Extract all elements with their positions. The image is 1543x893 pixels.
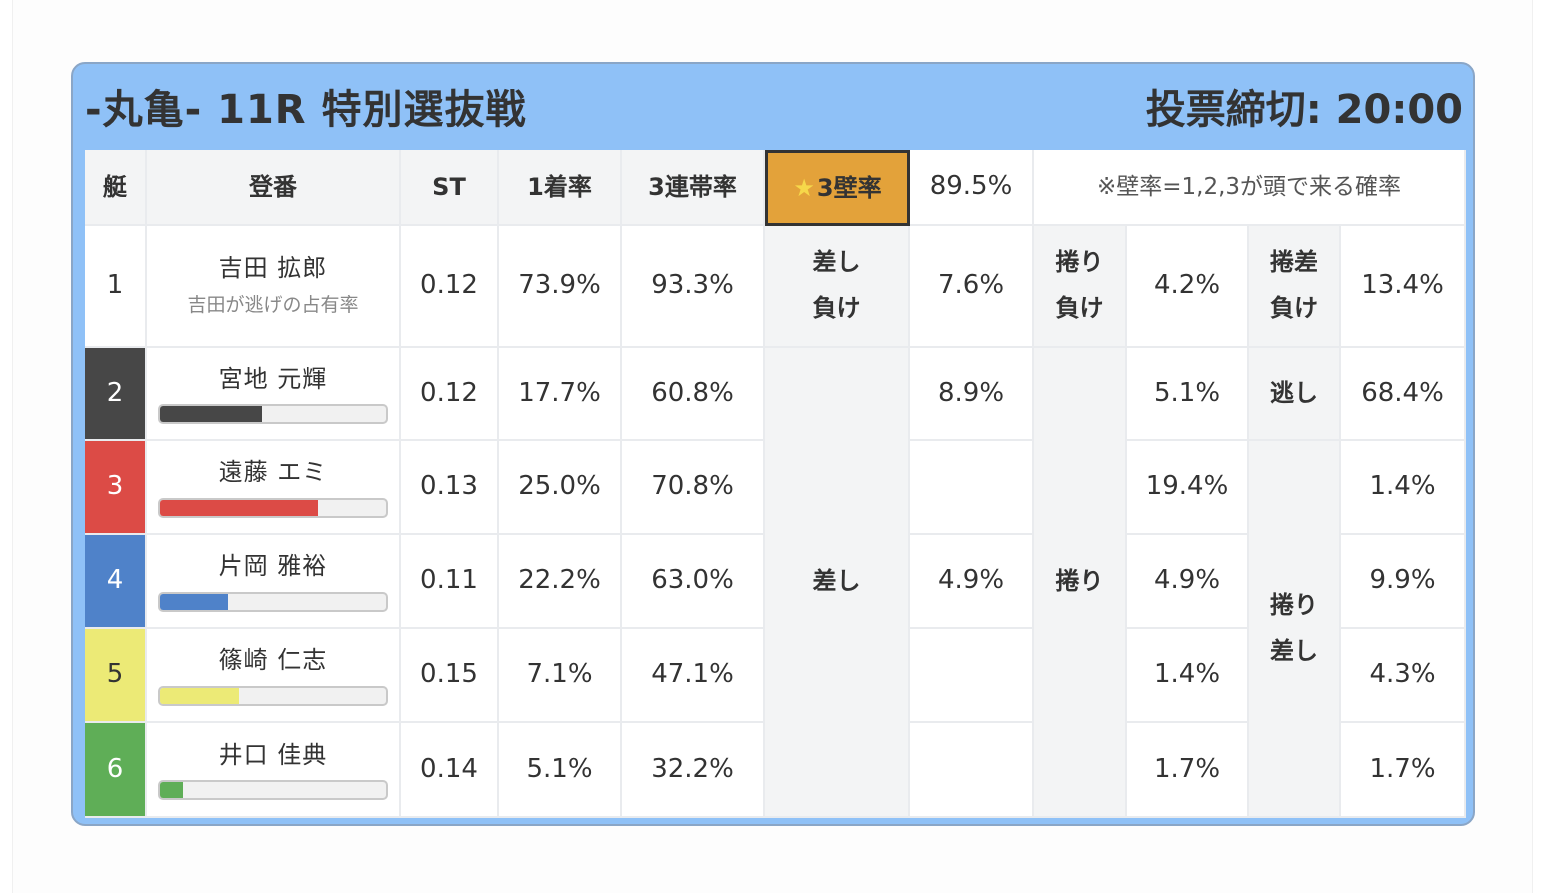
pattern-label-makuzashi: 捲り 差し: [1249, 441, 1341, 818]
first-rate-cell: 5.1%: [499, 723, 622, 818]
pattern-value-nige: 68.4%: [1341, 348, 1466, 441]
st-cell: 0.14: [401, 723, 499, 818]
pattern-label-line: 差し: [812, 248, 861, 277]
racer-name: 遠藤 エミ: [218, 458, 328, 487]
wall-rate-note: ※壁率=1,2,3が頭で来る確率: [1034, 150, 1466, 226]
rate-bar: [158, 497, 388, 518]
pattern-value-makuzashi: 1.4%: [1341, 441, 1466, 535]
pattern-label-nige: 逃し: [1249, 348, 1341, 441]
trio-rate-cell: 47.1%: [622, 629, 765, 723]
trio-rate-cell: 32.2%: [622, 723, 765, 818]
boat-number: 3: [85, 441, 147, 535]
racer-name: 井口 佳典: [218, 740, 328, 769]
first-rate-cell: 25.0%: [499, 441, 622, 535]
pattern-label-line: 捲差: [1270, 248, 1318, 277]
rate-bar: [158, 685, 388, 706]
pattern-label-line: 負け: [1270, 294, 1318, 322]
pattern-value-makuzashi: 9.9%: [1341, 535, 1466, 629]
st-cell: 0.13: [401, 441, 499, 535]
racer-name: 吉田 拡郎: [218, 254, 328, 282]
trio-rate-cell: 60.8%: [622, 348, 765, 441]
header-boat: 艇: [85, 150, 147, 226]
betting-deadline: 投票締切: 20:00: [1145, 87, 1463, 133]
pattern-value-sashi: 8.9%: [910, 348, 1034, 441]
trio-rate-cell: 63.0%: [622, 535, 765, 629]
pattern-value-makuri: 1.4%: [1127, 629, 1249, 723]
pattern-label-sashi: 差し: [765, 348, 910, 818]
trio-rate-cell: 93.3%: [622, 226, 765, 348]
st-cell: 0.11: [401, 535, 499, 629]
pattern-value-makuri: 19.4%: [1127, 441, 1249, 535]
rate-bar-fill: [160, 687, 240, 704]
pattern-value-makuri: 1.7%: [1127, 723, 1249, 818]
rate-bar-fill: [160, 593, 228, 610]
racer-cell[interactable]: 宮地 元輝: [147, 348, 401, 441]
racer-cell[interactable]: 篠崎 仁志: [147, 629, 401, 723]
race-card: -丸亀- 11R 特別選抜戦 投票締切: 20:00 艇 登番 ST 1着率 3…: [71, 62, 1475, 826]
header-racer: 登番: [147, 150, 401, 226]
wall-rate-label: 3壁率: [816, 174, 882, 202]
st-cell: 0.15: [401, 629, 499, 723]
race-table: 艇 登番 ST 1着率 3連帯率 ★ 3壁率 89.5% ※壁率=1,2,3が頭で…: [85, 150, 1466, 818]
pattern-label-line: 捲り: [1055, 248, 1104, 277]
pattern-label-makuri: 捲り: [1034, 348, 1127, 818]
pattern-label-line: 負け: [1055, 294, 1104, 322]
pattern-value-sashi: [910, 441, 1034, 535]
boat-number: 1: [85, 226, 147, 348]
pattern-value-makuzashi-make: 13.4%: [1341, 226, 1466, 348]
nige-share-caption: 吉田が逃げの占有率: [187, 293, 359, 316]
pattern-label-line: 捲り: [1270, 590, 1318, 619]
pattern-value-makuri-make: 4.2%: [1127, 226, 1249, 348]
pattern-value-sashi: [910, 629, 1034, 723]
pattern-label-line: 差し: [1270, 636, 1318, 665]
racer-name: 片岡 雅裕: [218, 552, 328, 581]
pattern-value-sashi: [910, 723, 1034, 818]
rate-bar: [158, 780, 388, 801]
boat-number: 6: [85, 723, 147, 818]
race-title: -丸亀- 11R 特別選抜戦: [85, 87, 527, 133]
wall-rate-value: 89.5%: [910, 150, 1034, 226]
pattern-label-line: 負け: [812, 294, 861, 322]
trio-rate-cell: 70.8%: [622, 441, 765, 535]
racer-cell[interactable]: 吉田 拡郎 吉田が逃げの占有率: [147, 226, 401, 348]
st-cell: 0.12: [401, 348, 499, 441]
rate-bar: [158, 591, 388, 612]
st-cell: 0.12: [401, 226, 499, 348]
racer-name: 篠崎 仁志: [218, 646, 328, 675]
first-rate-cell: 17.7%: [499, 348, 622, 441]
header-first-rate: 1着率: [499, 150, 622, 226]
wall-rate-header[interactable]: ★ 3壁率: [765, 150, 910, 226]
pattern-value-makuzashi: 4.3%: [1341, 629, 1466, 723]
star-icon: ★: [793, 174, 815, 202]
rate-bar-fill: [160, 406, 262, 423]
boat-number: 4: [85, 535, 147, 629]
first-rate-cell: 7.1%: [499, 629, 622, 723]
rate-bar: [158, 404, 388, 425]
pattern-value-sashi-make: 7.6%: [910, 226, 1034, 348]
boat-number: 5: [85, 629, 147, 723]
rate-bar-fill: [160, 782, 183, 799]
pattern-value-makuzashi: 1.7%: [1341, 723, 1466, 818]
pattern-value-makuri: 5.1%: [1127, 348, 1249, 441]
first-rate-cell: 22.2%: [499, 535, 622, 629]
pattern-label-makuri-make: 捲り 負け: [1034, 226, 1127, 348]
rate-bar-fill: [160, 499, 319, 516]
racer-cell[interactable]: 片岡 雅裕: [147, 535, 401, 629]
header-trio-rate: 3連帯率: [622, 150, 765, 226]
racer-cell[interactable]: 遠藤 エミ: [147, 441, 401, 535]
pattern-value-sashi: 4.9%: [910, 535, 1034, 629]
first-rate-cell: 73.9%: [499, 226, 622, 348]
racer-name: 宮地 元輝: [218, 364, 328, 393]
pattern-label-makuzashi-make: 捲差 負け: [1249, 226, 1341, 348]
boat-number: 2: [85, 348, 147, 441]
pattern-label-sashi-make: 差し 負け: [765, 226, 910, 348]
pattern-value-makuri: 4.9%: [1127, 535, 1249, 629]
racer-cell[interactable]: 井口 佳典: [147, 723, 401, 818]
header-st: ST: [401, 150, 499, 226]
